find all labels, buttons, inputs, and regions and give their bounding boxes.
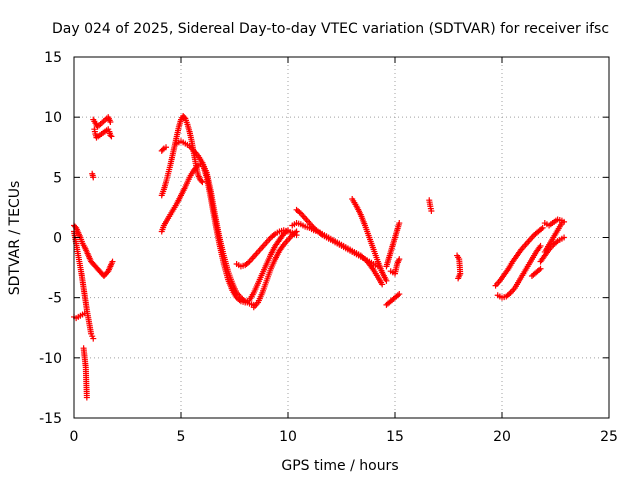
x-axis-label: GPS time / hours bbox=[281, 458, 398, 474]
y-tick-label: 10 bbox=[44, 110, 62, 126]
x-tick-label: 5 bbox=[177, 429, 186, 445]
x-tick-label: 0 bbox=[70, 429, 79, 445]
data-point bbox=[199, 179, 206, 186]
data-point bbox=[455, 275, 462, 282]
y-tick-label: -10 bbox=[39, 351, 62, 367]
x-tick-label: 10 bbox=[279, 429, 297, 445]
axis-ticks: 0 5 10 15 20 25 -15 -10 -5 0 5 10 15 bbox=[39, 50, 618, 445]
y-tick-label: -5 bbox=[48, 291, 62, 307]
data-point bbox=[90, 335, 97, 342]
data-point bbox=[107, 118, 114, 125]
grid-lines bbox=[74, 57, 609, 418]
data-point bbox=[109, 258, 116, 265]
data-point bbox=[159, 146, 166, 153]
chart-title: Day 024 of 2025, Sidereal Day-to-day VTE… bbox=[52, 21, 609, 37]
y-tick-label: 15 bbox=[44, 50, 62, 66]
y-axis-label: SDTVAR / TECUs bbox=[7, 181, 23, 296]
data-point bbox=[537, 242, 544, 249]
data-point bbox=[198, 177, 205, 184]
data-point bbox=[537, 265, 544, 272]
data-point bbox=[90, 174, 97, 181]
data-point bbox=[379, 281, 386, 288]
y-tick-label: 5 bbox=[53, 170, 62, 186]
data-point bbox=[396, 256, 403, 263]
data-point bbox=[163, 144, 170, 151]
y-tick-label: -15 bbox=[39, 411, 62, 427]
data-point bbox=[561, 218, 568, 225]
x-tick-label: 15 bbox=[386, 429, 404, 445]
data-point bbox=[181, 114, 188, 121]
data-point bbox=[383, 277, 390, 284]
data-point bbox=[539, 224, 546, 231]
data-point bbox=[83, 394, 90, 401]
data-point bbox=[428, 208, 435, 215]
data-point bbox=[293, 228, 300, 235]
data-point bbox=[396, 291, 403, 298]
x-tick-label: 20 bbox=[493, 429, 511, 445]
data-points bbox=[71, 112, 568, 401]
data-point bbox=[396, 220, 403, 227]
data-point bbox=[108, 133, 115, 140]
x-tick-label: 25 bbox=[600, 429, 618, 445]
y-tick-label: 0 bbox=[53, 231, 62, 247]
data-point bbox=[561, 234, 568, 241]
data-point bbox=[81, 310, 88, 317]
data-point bbox=[107, 132, 114, 139]
